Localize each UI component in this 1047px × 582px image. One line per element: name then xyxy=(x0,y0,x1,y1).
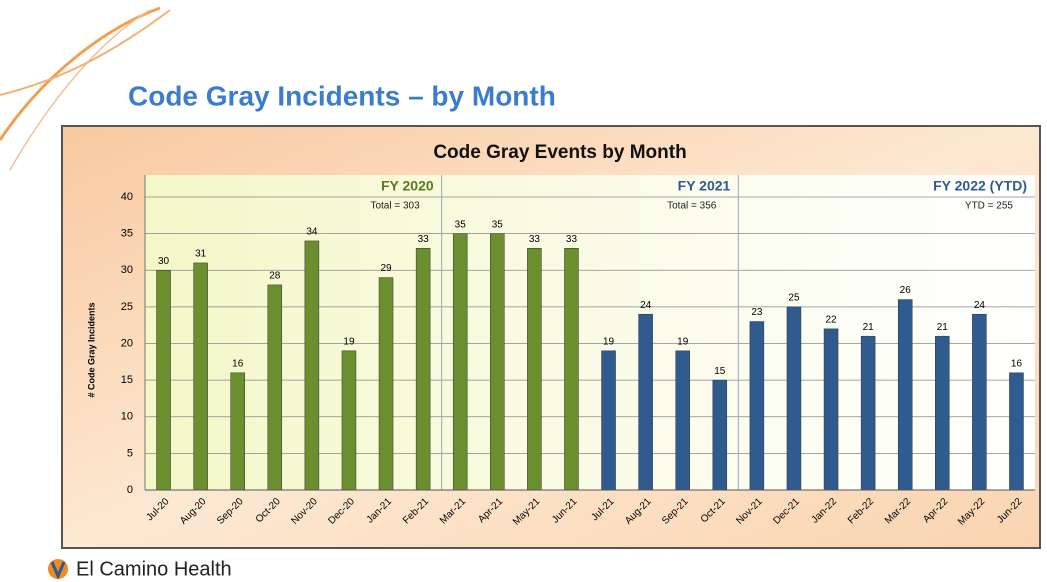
bar xyxy=(1009,372,1024,491)
data-label: 33 xyxy=(566,234,578,245)
data-label: 35 xyxy=(455,219,467,230)
data-label: 19 xyxy=(677,336,689,347)
bar xyxy=(415,248,431,491)
data-label: 22 xyxy=(825,314,837,325)
section-note: YTD = 255 xyxy=(965,201,1014,212)
bar xyxy=(193,262,208,491)
data-label: 33 xyxy=(418,234,430,245)
section-note: Total = 303 xyxy=(370,201,420,212)
y-tick-label: 30 xyxy=(121,264,133,276)
data-label: 31 xyxy=(195,249,207,260)
bar xyxy=(304,240,320,491)
data-label: 25 xyxy=(788,293,800,304)
bar xyxy=(267,284,283,491)
bar xyxy=(638,313,653,491)
data-label: 35 xyxy=(492,219,504,230)
bar xyxy=(749,321,765,491)
plot-area xyxy=(145,175,1035,490)
data-label: 33 xyxy=(529,234,541,245)
y-tick-label: 5 xyxy=(127,447,133,459)
chart-title: Code Gray Events by Month xyxy=(433,142,686,163)
data-label: 21 xyxy=(937,322,949,333)
section-label: FY 2020 xyxy=(381,178,434,194)
data-label: 15 xyxy=(714,366,726,377)
data-label: 30 xyxy=(158,256,170,267)
y-tick-label: 0 xyxy=(127,484,133,496)
bar xyxy=(452,233,468,491)
y-tick-label: 15 xyxy=(121,374,133,386)
y-tick-label: 20 xyxy=(121,337,133,349)
section-label: FY 2021 xyxy=(678,178,731,194)
bar xyxy=(490,233,505,491)
data-label: 23 xyxy=(751,307,763,318)
section-label: FY 2022 (YTD) xyxy=(933,178,1027,194)
swoosh xyxy=(9,9,151,171)
bar xyxy=(786,306,802,491)
data-label: 26 xyxy=(900,285,912,296)
data-label: 34 xyxy=(306,227,318,238)
y-tick-label: 25 xyxy=(121,301,133,313)
bar xyxy=(823,328,839,491)
bar xyxy=(341,350,357,491)
y-axis-label: # Code Gray Incidents xyxy=(86,302,96,397)
data-label: 16 xyxy=(232,358,244,369)
bar xyxy=(378,277,394,491)
data-label: 24 xyxy=(640,300,652,311)
data-label: 16 xyxy=(1011,358,1023,369)
bar xyxy=(972,313,987,491)
logo-text: El Camino Health xyxy=(76,558,232,580)
bar xyxy=(897,299,913,491)
section-note: Total = 356 xyxy=(667,201,717,212)
bar xyxy=(527,248,542,491)
bar xyxy=(156,270,171,491)
data-label: 29 xyxy=(380,263,392,274)
data-label: 19 xyxy=(343,336,355,347)
data-label: 28 xyxy=(269,271,281,282)
bar xyxy=(675,350,690,491)
bar xyxy=(860,335,876,491)
data-label: 19 xyxy=(603,336,615,347)
bar xyxy=(712,379,728,491)
y-tick-label: 10 xyxy=(121,411,133,423)
y-tick-label: 35 xyxy=(121,228,133,240)
logo-icon xyxy=(50,561,66,580)
bar xyxy=(230,372,245,491)
bar xyxy=(935,335,950,491)
swoosh xyxy=(0,9,171,96)
y-tick-label: 40 xyxy=(121,191,133,203)
data-label: 21 xyxy=(863,322,875,333)
bar xyxy=(601,350,616,491)
slide-title: Code Gray Incidents – by Month xyxy=(128,80,556,111)
bar xyxy=(564,248,579,491)
swoosh xyxy=(0,6,161,141)
data-label: 24 xyxy=(974,300,986,311)
